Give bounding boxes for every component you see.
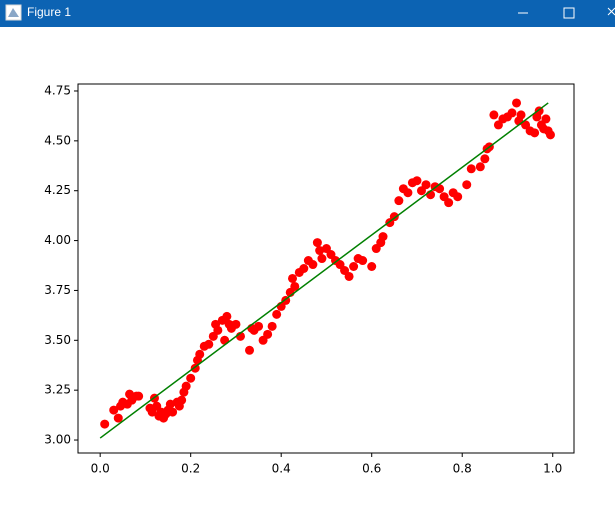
y-tick-label: 3.50	[44, 333, 71, 347]
scatter-point	[453, 192, 463, 202]
fit-line	[99, 102, 549, 439]
scatter-point	[299, 264, 309, 273]
x-tick-label: 0.6	[362, 462, 381, 476]
x-tick-label: 0.2	[181, 462, 200, 476]
scatter-point	[489, 110, 499, 120]
scatter-point	[186, 373, 196, 383]
scatter-point	[288, 273, 298, 283]
scatter-point	[165, 399, 175, 409]
scatter-point	[181, 381, 191, 391]
scatter-point	[308, 260, 318, 270]
scatter-point	[100, 419, 110, 429]
scatter-point	[358, 256, 368, 266]
scatter-point	[480, 154, 490, 164]
scatter-point	[290, 281, 300, 291]
scatter-point	[204, 339, 214, 349]
y-tick-label: 4.25	[44, 183, 71, 197]
y-tick-label: 3.25	[44, 383, 71, 397]
scatter-point	[177, 395, 187, 405]
scatter-point	[378, 232, 388, 242]
window-icon	[5, 4, 22, 21]
scatter-point	[195, 349, 205, 359]
scatter-point	[530, 128, 540, 138]
scatter-point	[344, 271, 354, 281]
scatter-point	[312, 238, 322, 248]
scatter-point	[231, 319, 241, 329]
scatter-point	[367, 262, 377, 272]
scatter-point	[512, 98, 522, 108]
y-tick-label: 4.75	[44, 83, 71, 97]
scatter-point	[349, 262, 359, 272]
x-tick-label: 0.4	[272, 462, 291, 476]
scatter-point	[435, 184, 445, 194]
y-tick-label: 4.50	[44, 133, 71, 147]
plot-area: 0.0 0.2 0.4 0.6 0.8 1.0 3.00 3.25 3.50 3.75 4.00 4.…	[44, 83, 575, 476]
maximize-button[interactable]	[563, 7, 575, 19]
scatter-point	[213, 325, 223, 335]
scatter-point	[317, 254, 327, 264]
scatter-point	[394, 196, 404, 206]
scatter-point	[462, 180, 472, 190]
y-tick-label: 3.00	[44, 433, 71, 447]
scatter-point	[516, 110, 526, 120]
scatter-point	[403, 188, 413, 198]
scatter-point	[421, 180, 431, 190]
scatter-point	[412, 176, 422, 186]
window-title: Figure 1	[27, 5, 71, 19]
close-button[interactable]	[607, 7, 615, 16]
scatter-point	[545, 130, 555, 140]
x-tick-label: 0.8	[453, 462, 472, 476]
scatter-point	[466, 164, 476, 174]
scatter-point	[475, 162, 485, 172]
scatter-point	[315, 246, 325, 256]
scatter-point	[109, 405, 119, 415]
x-tick-label: 1.0	[543, 462, 562, 476]
x-tick-label: 0.0	[91, 462, 110, 476]
scatter-point	[113, 413, 123, 423]
scatter-point	[507, 108, 517, 118]
scatter-point	[222, 311, 232, 321]
scatter-point	[263, 329, 273, 339]
scatter-point	[245, 345, 255, 355]
scatter-point	[541, 114, 551, 124]
scatter-point	[267, 321, 277, 331]
title-bar	[0, 0, 615, 27]
y-tick-label: 3.75	[44, 283, 71, 297]
scatter-point	[444, 198, 454, 208]
y-tick-label: 4.00	[44, 233, 71, 247]
scatter-point	[134, 391, 144, 401]
scatter-point	[272, 309, 282, 319]
scatter-point	[168, 407, 178, 417]
scatter-point	[254, 321, 264, 331]
